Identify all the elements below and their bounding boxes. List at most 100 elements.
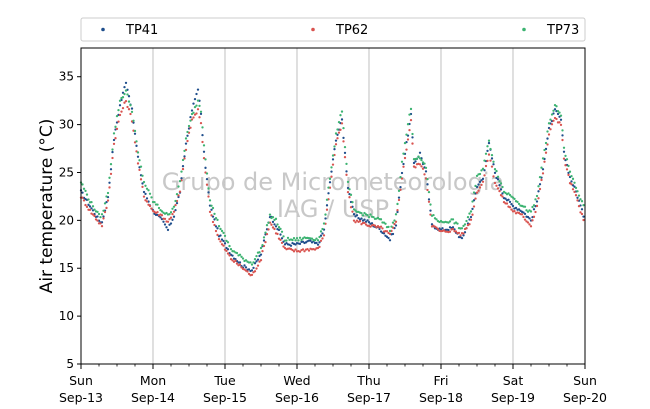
data-point-TP73 — [529, 210, 533, 213]
data-point-TP41 — [387, 236, 390, 240]
data-point-TP41 — [532, 208, 536, 211]
data-point-TP73 — [406, 123, 410, 126]
data-point-TP73 — [408, 113, 411, 116]
data-point-TP62 — [270, 223, 273, 226]
data-point-TP62 — [321, 237, 324, 240]
watermark-line-2: IAG / USP — [277, 195, 389, 223]
data-point-TP41 — [244, 266, 248, 269]
data-point-TP62 — [571, 188, 575, 191]
data-point-TP73 — [348, 188, 351, 191]
data-point-TP73 — [103, 202, 107, 205]
data-point-TP41 — [199, 112, 203, 116]
data-point-TP73 — [90, 200, 93, 204]
data-point-TP62 — [427, 200, 431, 203]
data-point-TP62 — [231, 259, 234, 262]
data-point-TP73 — [177, 185, 180, 188]
data-point-TP73 — [109, 163, 113, 166]
data-point-TP62 — [459, 234, 462, 237]
data-point-TP62 — [195, 112, 198, 115]
data-point-TP62 — [498, 189, 501, 193]
data-point-TP73 — [319, 230, 323, 233]
data-point-TP73 — [474, 184, 477, 188]
data-point-TP62 — [495, 184, 498, 187]
data-point-TP62 — [349, 206, 353, 209]
data-point-TP41 — [319, 234, 323, 237]
data-point-TP73 — [300, 238, 303, 242]
data-point-TP62 — [108, 186, 111, 189]
data-point-TP73 — [214, 216, 218, 220]
data-point-TP73 — [541, 157, 545, 160]
data-point-TP62 — [481, 180, 485, 183]
legend-label-TP62: TP62 — [335, 23, 368, 38]
data-point-TP41 — [88, 205, 92, 208]
data-point-TP62 — [222, 244, 225, 247]
data-point-TP41 — [222, 239, 225, 243]
data-point-TP73 — [580, 200, 584, 203]
data-point-TP73 — [222, 231, 225, 235]
data-point-TP41 — [487, 141, 491, 145]
data-point-TP73 — [564, 154, 567, 158]
data-point-TP41 — [186, 134, 189, 137]
data-point-TP73 — [108, 176, 111, 179]
data-point-TP41 — [193, 97, 197, 101]
data-point-TP73 — [189, 119, 192, 122]
data-point-TP62 — [99, 222, 102, 225]
data-point-TP73 — [99, 215, 102, 219]
data-point-TP41 — [177, 195, 180, 199]
data-point-TP73 — [118, 99, 122, 102]
data-point-TP62 — [346, 191, 350, 194]
data-point-TP73 — [210, 204, 213, 207]
data-point-TP73 — [349, 193, 353, 196]
data-point-TP62 — [169, 216, 173, 219]
data-point-TP62 — [208, 210, 212, 214]
data-point-TP73 — [204, 158, 207, 161]
data-point-TP73 — [396, 202, 399, 206]
data-point-TP73 — [84, 189, 87, 193]
data-point-TP73 — [513, 197, 516, 201]
data-point-TP73 — [399, 176, 402, 179]
data-point-TP62 — [81, 196, 84, 199]
data-point-TP62 — [84, 203, 87, 207]
data-point-TP41 — [480, 179, 483, 182]
data-point-TP62 — [508, 206, 512, 209]
data-point-TP73 — [351, 201, 354, 204]
data-point-TP41 — [355, 214, 359, 217]
data-point-TP73 — [546, 130, 549, 133]
data-point-TP62 — [562, 157, 566, 160]
data-point-TP41 — [316, 243, 320, 246]
data-point-TP62 — [88, 208, 92, 212]
legend: TP41 TP62 TP73 — [80, 17, 586, 42]
data-point-TP41 — [541, 168, 545, 171]
data-point-TP62 — [559, 123, 563, 127]
data-point-TP41 — [576, 196, 579, 199]
data-point-TP73 — [327, 186, 330, 189]
data-point-TP73 — [384, 222, 387, 225]
data-point-TP73 — [471, 200, 474, 203]
data-point-TP41 — [528, 217, 531, 220]
data-point-TP41 — [211, 215, 215, 218]
data-point-TP41 — [145, 197, 149, 200]
data-point-TP62 — [408, 128, 411, 132]
data-point-TP62 — [217, 237, 221, 241]
data-point-TP73 — [567, 164, 570, 168]
data-point-TP62 — [330, 175, 333, 178]
data-point-TP62 — [201, 140, 204, 144]
data-point-TP73 — [405, 133, 408, 136]
data-point-TP73 — [366, 213, 369, 217]
data-point-TP62 — [264, 240, 267, 244]
data-point-TP73 — [141, 174, 144, 177]
data-point-TP62 — [319, 239, 323, 242]
data-point-TP41 — [289, 244, 293, 247]
data-point-TP62 — [388, 232, 392, 236]
data-point-TP73 — [418, 157, 422, 160]
data-point-TP62 — [240, 266, 243, 269]
data-point-TP62 — [505, 202, 509, 205]
data-point-TP73 — [504, 191, 507, 195]
x-tick-label-date: Sep-14 — [131, 390, 175, 405]
data-point-TP73 — [187, 124, 191, 128]
y-tick-label: 35 — [59, 70, 74, 84]
data-point-TP73 — [411, 132, 414, 136]
data-point-TP41 — [363, 218, 366, 221]
data-point-TP73 — [123, 92, 126, 96]
data-point-TP62 — [142, 195, 146, 198]
